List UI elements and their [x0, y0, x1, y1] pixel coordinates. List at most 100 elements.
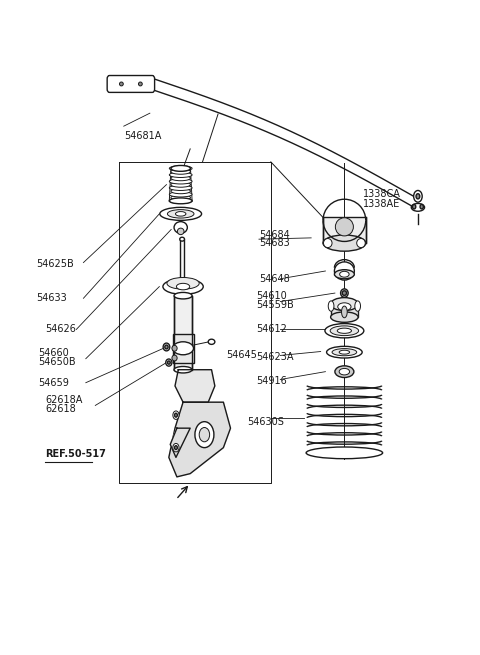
Ellipse shape	[341, 289, 348, 297]
Ellipse shape	[172, 345, 177, 351]
Ellipse shape	[335, 365, 354, 377]
Text: 54612: 54612	[257, 324, 288, 335]
Text: 54645: 54645	[226, 350, 257, 360]
Ellipse shape	[416, 194, 420, 199]
Ellipse shape	[306, 447, 383, 458]
Text: 54648: 54648	[259, 274, 290, 284]
Ellipse shape	[411, 204, 424, 212]
Ellipse shape	[138, 82, 142, 86]
Text: 62618: 62618	[46, 403, 76, 414]
Text: 54684: 54684	[259, 230, 290, 240]
Ellipse shape	[208, 339, 215, 345]
Ellipse shape	[342, 291, 347, 295]
Ellipse shape	[171, 169, 191, 174]
Ellipse shape	[168, 361, 170, 364]
Ellipse shape	[169, 172, 192, 178]
Ellipse shape	[420, 204, 423, 209]
Ellipse shape	[328, 301, 334, 311]
Bar	[174, 295, 192, 369]
Ellipse shape	[173, 342, 193, 355]
Text: 62618A: 62618A	[46, 395, 83, 405]
Text: 54625B: 54625B	[36, 259, 74, 269]
Ellipse shape	[167, 278, 199, 290]
Ellipse shape	[172, 355, 177, 361]
Bar	[331, 303, 358, 317]
Ellipse shape	[175, 413, 178, 417]
Text: 54626: 54626	[46, 324, 76, 335]
Ellipse shape	[325, 324, 364, 338]
Ellipse shape	[169, 166, 192, 171]
Ellipse shape	[337, 328, 351, 333]
Polygon shape	[169, 402, 230, 477]
Ellipse shape	[173, 443, 179, 452]
Polygon shape	[175, 369, 215, 402]
Ellipse shape	[163, 279, 203, 294]
Text: 1338AE: 1338AE	[363, 199, 401, 209]
Ellipse shape	[176, 212, 186, 216]
Bar	[173, 334, 193, 363]
Ellipse shape	[163, 343, 170, 351]
Ellipse shape	[174, 366, 192, 373]
Text: 54633: 54633	[36, 293, 67, 303]
Text: 1338CA: 1338CA	[363, 189, 401, 199]
Ellipse shape	[342, 306, 347, 318]
Ellipse shape	[412, 204, 416, 209]
Ellipse shape	[336, 217, 353, 236]
Polygon shape	[170, 428, 190, 457]
Text: REF.50-517: REF.50-517	[46, 449, 107, 459]
Ellipse shape	[330, 326, 359, 335]
Ellipse shape	[355, 301, 360, 311]
Ellipse shape	[335, 262, 354, 280]
Ellipse shape	[331, 312, 358, 322]
Bar	[323, 217, 366, 243]
Ellipse shape	[169, 185, 192, 191]
Ellipse shape	[178, 228, 184, 234]
Ellipse shape	[171, 166, 191, 172]
Text: 54916: 54916	[257, 376, 288, 386]
Ellipse shape	[324, 238, 332, 248]
Ellipse shape	[335, 270, 354, 279]
Text: 54659: 54659	[38, 378, 69, 388]
Ellipse shape	[323, 235, 366, 251]
Ellipse shape	[171, 176, 191, 181]
Ellipse shape	[171, 189, 191, 194]
Ellipse shape	[177, 284, 190, 290]
Ellipse shape	[120, 82, 123, 86]
Ellipse shape	[331, 297, 358, 310]
Ellipse shape	[357, 238, 365, 248]
Text: 54650B: 54650B	[38, 357, 76, 367]
Ellipse shape	[174, 292, 192, 299]
Ellipse shape	[169, 198, 192, 204]
Text: 54623A: 54623A	[257, 352, 294, 362]
Ellipse shape	[340, 271, 349, 277]
Ellipse shape	[338, 303, 351, 310]
Ellipse shape	[195, 422, 214, 447]
Ellipse shape	[414, 191, 422, 202]
Text: 54683: 54683	[259, 238, 290, 248]
Ellipse shape	[169, 192, 192, 197]
Text: 54681A: 54681A	[124, 131, 161, 141]
Text: 54660: 54660	[38, 348, 69, 358]
Ellipse shape	[175, 445, 178, 449]
Text: 54559B: 54559B	[257, 300, 294, 310]
FancyBboxPatch shape	[107, 75, 155, 92]
Ellipse shape	[339, 368, 349, 375]
Ellipse shape	[168, 210, 194, 218]
Ellipse shape	[174, 221, 187, 233]
Ellipse shape	[180, 237, 184, 241]
Ellipse shape	[171, 182, 191, 187]
Ellipse shape	[339, 350, 349, 354]
Ellipse shape	[169, 179, 192, 184]
Ellipse shape	[332, 348, 357, 356]
Ellipse shape	[169, 198, 192, 204]
Ellipse shape	[160, 208, 202, 220]
Bar	[180, 239, 184, 286]
Text: 54610: 54610	[257, 291, 288, 301]
Ellipse shape	[199, 428, 210, 442]
Ellipse shape	[166, 359, 172, 366]
Text: 54630S: 54630S	[247, 417, 284, 426]
Ellipse shape	[173, 411, 179, 419]
Ellipse shape	[171, 195, 191, 200]
Ellipse shape	[326, 346, 362, 358]
Ellipse shape	[165, 345, 168, 349]
